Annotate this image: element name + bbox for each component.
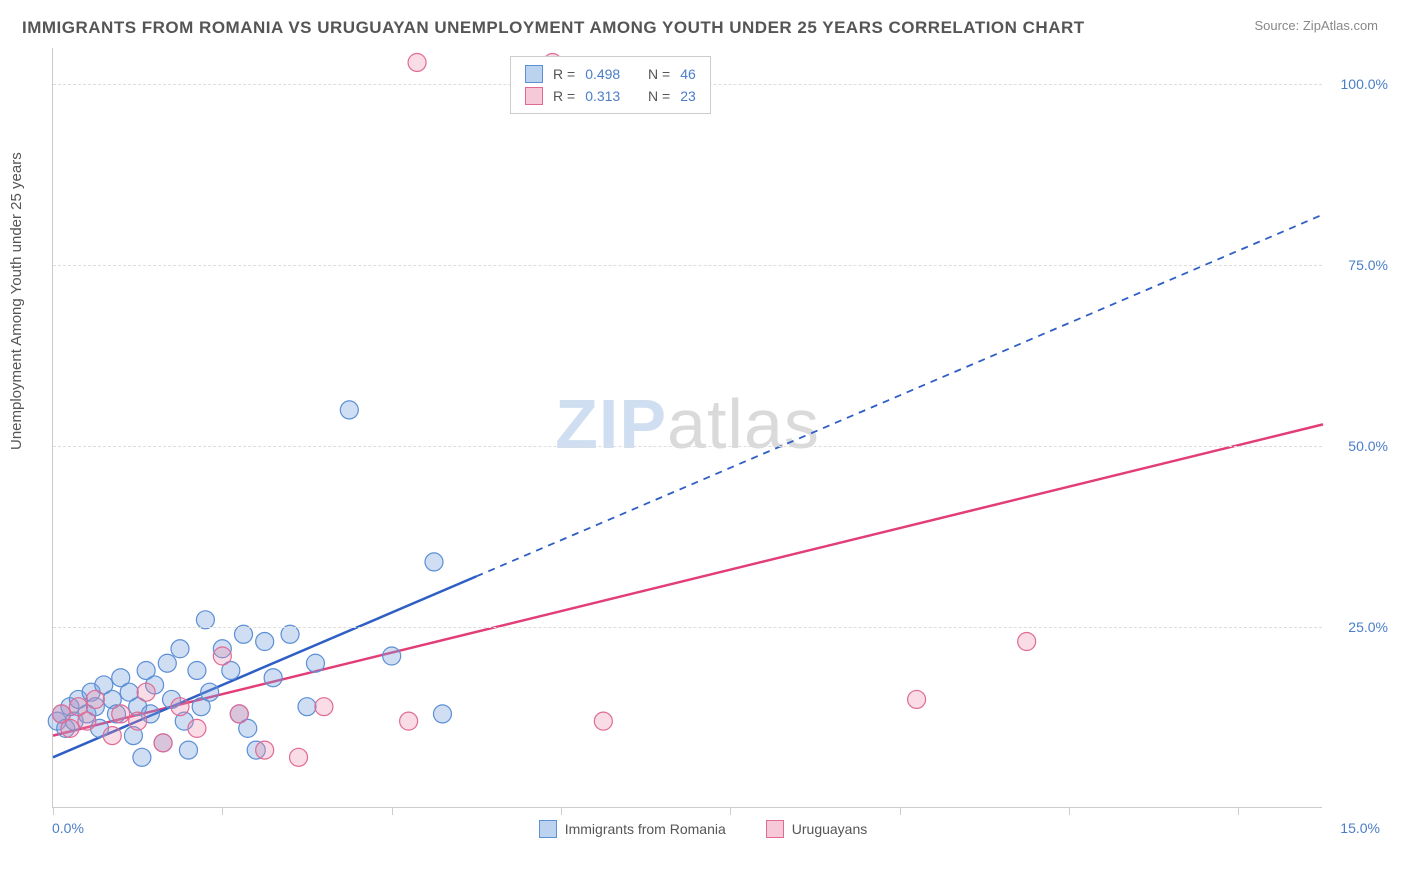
x-tick: [730, 807, 731, 815]
legend-label: Uruguayans: [792, 821, 868, 837]
n-label: N =: [648, 85, 670, 107]
correlation-row: R = 0.498 N = 46: [525, 63, 696, 85]
x-tick: [53, 807, 54, 815]
y-axis-label: Unemployment Among Youth under 25 years: [8, 152, 25, 450]
correlation-legend: R = 0.498 N = 46 R = 0.313 N = 23: [510, 56, 711, 114]
legend-swatch: [539, 820, 557, 838]
chart-title: IMMIGRANTS FROM ROMANIA VS URUGUAYAN UNE…: [22, 18, 1085, 38]
x-tick: [1238, 807, 1239, 815]
gridline: [53, 627, 1322, 628]
n-value: 23: [680, 85, 696, 107]
legend-item: Uruguayans: [766, 820, 868, 838]
plot-area: ZIPatlas 25.0%50.0%75.0%100.0%: [52, 48, 1322, 808]
legend-swatch: [525, 87, 543, 105]
x-tick: [222, 807, 223, 815]
r-value: 0.313: [585, 85, 620, 107]
x-tick: [1069, 807, 1070, 815]
bottom-legend: Immigrants from Romania Uruguayans: [0, 820, 1406, 838]
gridline: [53, 265, 1322, 266]
r-label: R =: [553, 63, 575, 85]
correlation-row: R = 0.313 N = 23: [525, 85, 696, 107]
legend-label: Immigrants from Romania: [565, 821, 726, 837]
x-tick: [561, 807, 562, 815]
gridline: [53, 446, 1322, 447]
y-tick-label: 75.0%: [1348, 257, 1388, 273]
source-attribution: Source: ZipAtlas.com: [1254, 18, 1378, 33]
n-label: N =: [648, 63, 670, 85]
chart-svg: [53, 48, 1322, 807]
legend-item: Immigrants from Romania: [539, 820, 726, 838]
y-tick-label: 25.0%: [1348, 619, 1388, 635]
y-tick-label: 100.0%: [1341, 76, 1388, 92]
x-tick: [392, 807, 393, 815]
legend-swatch: [766, 820, 784, 838]
r-label: R =: [553, 85, 575, 107]
legend-swatch: [525, 65, 543, 83]
n-value: 46: [680, 63, 696, 85]
r-value: 0.498: [585, 63, 620, 85]
y-tick-label: 50.0%: [1348, 438, 1388, 454]
x-tick: [900, 807, 901, 815]
